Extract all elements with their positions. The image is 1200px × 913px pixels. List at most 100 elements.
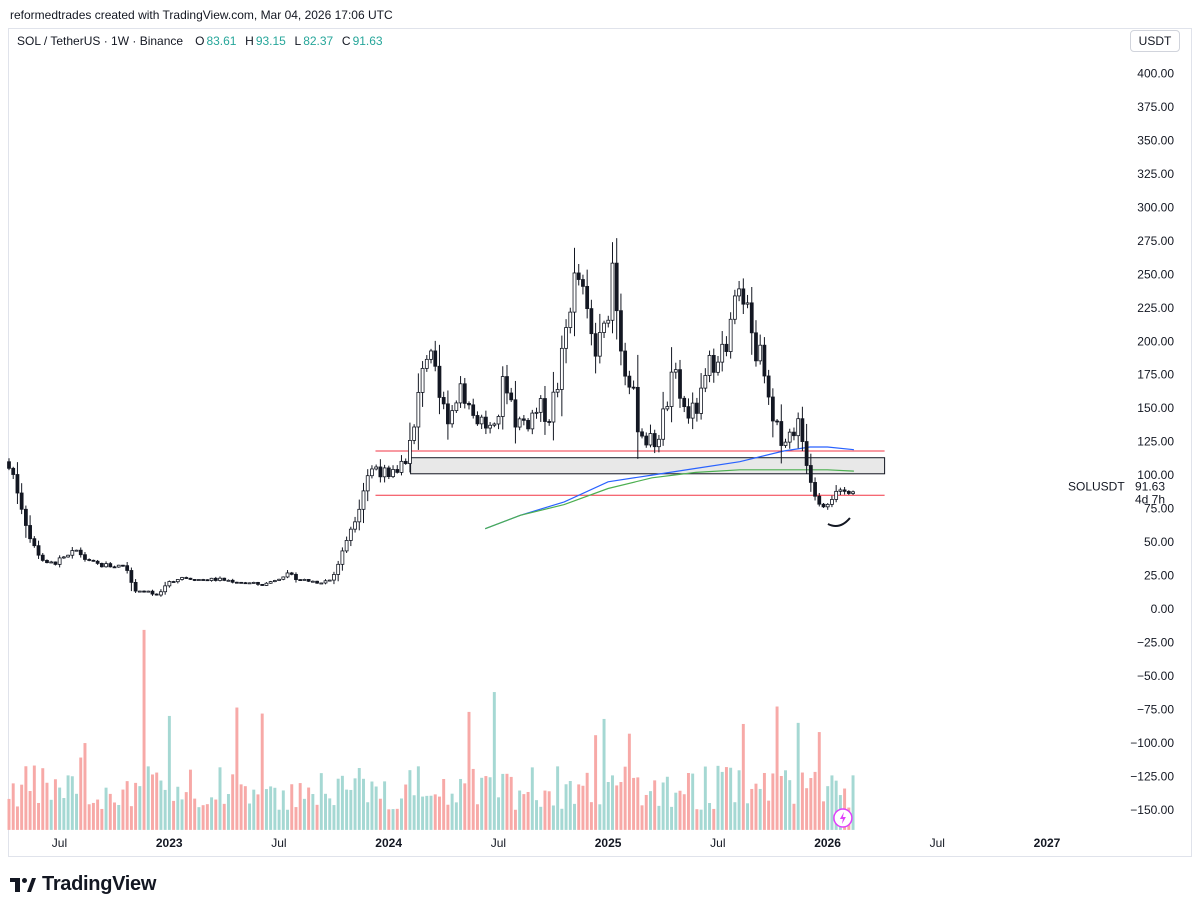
volume-bar [627,733,631,830]
candle-body [635,386,640,433]
candle-body [846,490,851,494]
candle-body [652,433,657,448]
volume-bar [269,786,273,830]
volume-bar [425,795,429,830]
candle-body [95,560,100,564]
y-tick-label: 150.00 [1137,401,1174,415]
volume-bar [834,780,838,830]
candle-body [454,402,459,412]
candle-body [353,521,357,530]
volume-bar [665,776,669,830]
volume-bar [674,792,678,830]
volume-bar [197,807,201,830]
candle-body [754,332,758,362]
candle-body [572,272,577,313]
candle-body [830,499,834,505]
volume-bar [41,768,45,830]
volume-bar [475,804,479,830]
candle-body [197,579,201,581]
candle-body [24,508,28,526]
open-label: O [195,34,205,48]
candle-body [547,421,552,423]
volume-bar [851,775,855,830]
candle-body [412,426,417,441]
candle-body [589,308,594,335]
candle-body [446,403,450,425]
volume-bar [653,780,657,830]
candle-body [49,561,54,564]
volume-bar [539,806,543,830]
candle-body [762,344,767,377]
y-tick-label: 75.00 [1144,502,1174,516]
volume-bar [391,809,395,830]
candle-body [61,556,66,559]
volume-bar [256,794,260,830]
moving-average-blue [484,446,854,530]
volume-bar [404,784,408,830]
candle-body [218,577,222,581]
candle-body [521,418,526,421]
volume-bar [518,790,522,830]
candle-body [268,581,273,584]
volume-bar [100,808,104,830]
volume-bar [792,803,796,830]
candle-body [129,570,134,583]
candle-body [167,581,172,587]
volume-bar [463,783,467,830]
x-tick-label: 2023 [156,836,183,850]
currency-button[interactable]: USDT [1130,30,1180,52]
candle-body [125,565,130,571]
support-zone [410,457,886,475]
candle-body [640,431,644,437]
candle-body [703,375,708,389]
volume-bar [142,629,146,830]
candle-body [315,580,319,584]
x-tick-label: 2024 [375,836,402,850]
x-tick-label: Jul [491,836,506,850]
price-tag-symbol: SOLUSDT [1068,479,1125,493]
x-tick-label: Jul [930,836,945,850]
candle-body [403,460,408,464]
volume-bar [353,778,357,830]
volume-bar [193,798,197,830]
candle-body [416,392,421,428]
candle-body [319,582,324,585]
volume-bar [611,775,614,830]
volume-bar [703,766,707,830]
candle-body [732,295,737,320]
volume-bar [366,802,370,830]
candle-body [555,389,560,393]
candle-body [78,549,83,556]
open-value: 83.61 [206,34,237,48]
candle-body [45,560,49,564]
volume-bar [754,783,758,830]
volume-bar [433,794,437,830]
lightning-glyph [839,812,846,824]
volume-bar [547,791,551,830]
symbol-title[interactable]: SOL / TetherUS · 1W · Binance [17,34,184,48]
candle-body [741,288,746,305]
volume-bar [805,788,809,830]
candle-body [779,421,784,446]
volume-bar [632,777,636,830]
volume-bar [319,773,323,830]
volume-bar [509,776,513,830]
candle-body [534,411,539,414]
volume-bar [800,772,804,830]
volume-bar [121,789,125,830]
volume-bar [501,773,505,830]
volume-bar [273,787,277,830]
candle-body [171,581,176,583]
x-tick-label: 2025 [595,836,622,850]
y-tick-label: 25.00 [1144,569,1174,583]
volume-bar [231,774,235,830]
volume-bar [113,802,116,830]
y-tick-label: 250.00 [1137,267,1174,281]
chart-frame [8,28,1192,857]
volume-bar [471,768,475,830]
candle-body [817,495,822,505]
candle-body [433,350,438,367]
volume-bar [75,793,79,830]
candle-body [230,579,235,583]
